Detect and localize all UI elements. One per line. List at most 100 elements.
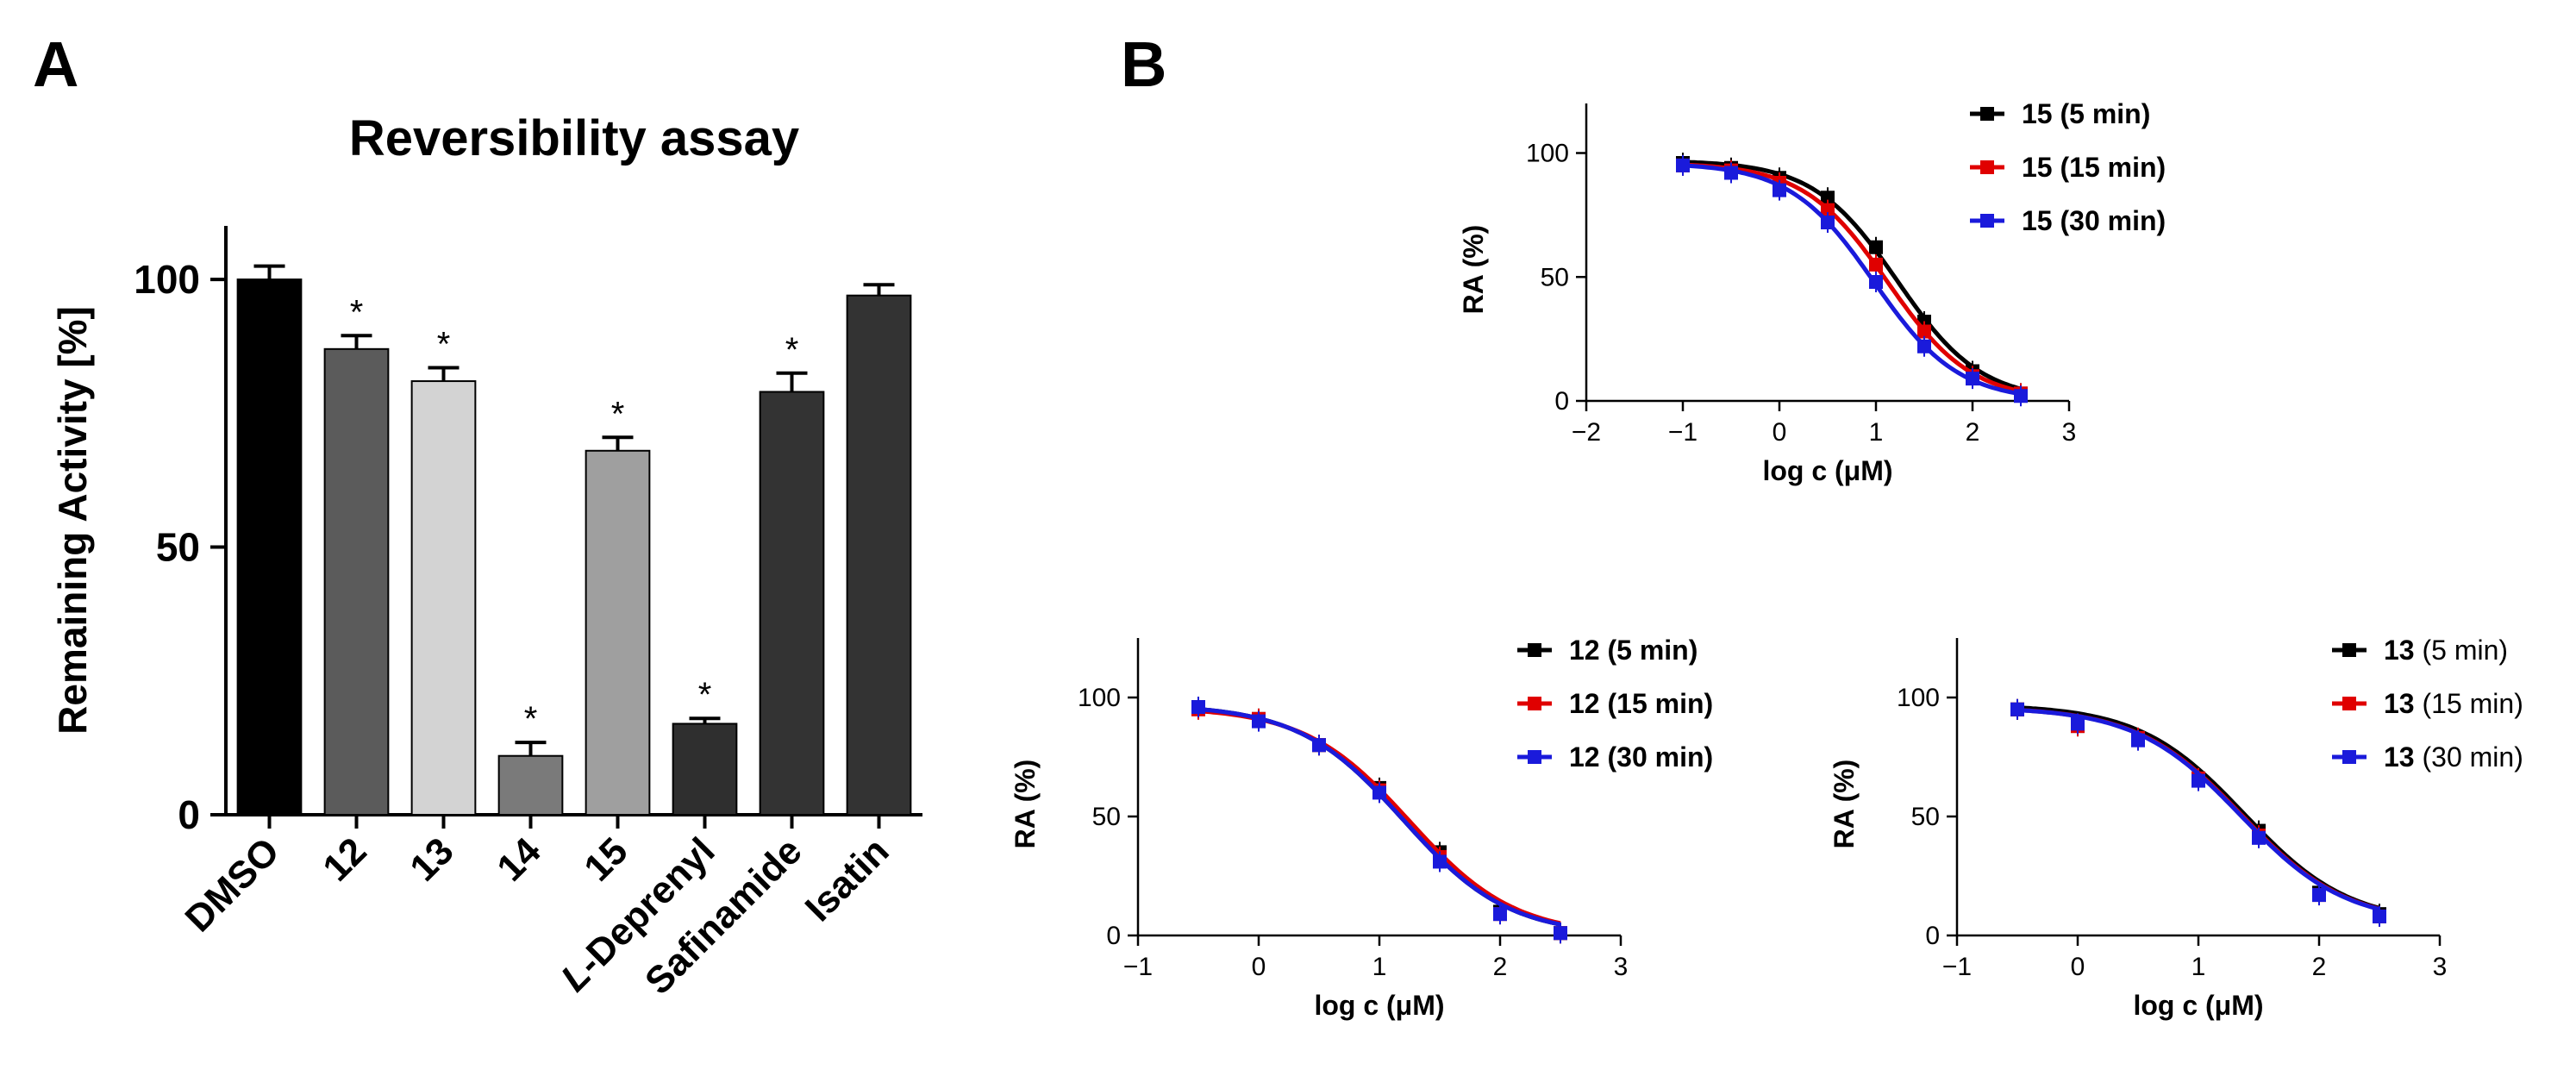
legend-compound: 12 (1569, 635, 1607, 666)
legend-entry: 12 (15 min) (1569, 688, 1713, 719)
data-point (2252, 830, 2266, 845)
data-point (1372, 785, 1386, 800)
y-tick-label: 0 (1106, 922, 1121, 950)
legend-time: (15 min) (1607, 688, 1713, 719)
x-tick-label: 3 (2433, 953, 2448, 981)
curve-13 (5 min) (2016, 705, 2380, 910)
bar-14 (497, 754, 564, 816)
legend-compound: 12 (1569, 741, 1607, 773)
data-point (1312, 738, 1326, 753)
y-tick-label: 0 (178, 792, 200, 837)
significance-star-12: * (350, 293, 364, 331)
legend-entry: 15 (15 min) (2022, 152, 2166, 183)
bar-15 (585, 449, 651, 816)
legend-marker (2342, 643, 2356, 657)
x-axis-label: log c (μM) (1762, 455, 1892, 486)
x-tick-label: −1 (1942, 953, 1972, 981)
curve-13 (30 min) (2016, 708, 2380, 912)
legend-entry: 15 (30 min) (2022, 205, 2166, 236)
data-point (2131, 733, 2145, 748)
data-point (1191, 700, 1205, 715)
y-axis-label: RA (%) (1458, 225, 1489, 315)
legend-entry: 13 (15 min) (2384, 688, 2523, 719)
bar-Safinamide (759, 391, 825, 816)
x-tick-label: 1 (2191, 953, 2206, 981)
significance-star-15: * (611, 395, 625, 433)
data-point (2014, 389, 2028, 404)
panel-label-b: B (1121, 28, 1166, 100)
x-tick-label: −2 (1572, 418, 1601, 447)
x-tick-label-DMSO: DMSO (178, 829, 288, 940)
legend-entry: 13 (30 min) (2384, 741, 2523, 773)
legend-compound: 15 (2022, 98, 2060, 129)
data-point (1821, 216, 1835, 229)
data-point (1917, 324, 1931, 339)
data-point (2071, 716, 2085, 731)
data-point (1821, 191, 1835, 205)
significance-star-Safinamide: * (785, 331, 799, 369)
x-tick-label-Isatin: Isatin (797, 829, 897, 929)
legend-entry: 12 (5 min) (1569, 635, 1698, 666)
data-point (1869, 240, 1883, 254)
curve-15 (15 min) (1682, 162, 2022, 394)
x-tick-label: 1 (1869, 418, 1884, 447)
x-tick-label: 2 (2312, 953, 2327, 981)
legend-compound: 12 (1569, 688, 1607, 719)
data-point (1433, 854, 1447, 869)
y-tick-label: 50 (1092, 803, 1121, 831)
data-point (1821, 203, 1835, 217)
y-tick-label: 100 (1897, 684, 1940, 712)
x-tick-label: 0 (1252, 953, 1266, 981)
x-tick-label: 2 (1493, 953, 1508, 981)
legend-marker (2342, 697, 2356, 710)
panel-a-bar-chart: Reversibility assay Remaining Activity [%… (50, 110, 922, 1003)
data-point (1554, 926, 1567, 941)
legend-time: (5 min) (1607, 635, 1698, 666)
panel-b-chart-15: 0 50 100 −2 −1 0 1 2 3 log c (μM) RA (%) 15 (5 min)… (1458, 98, 2166, 486)
legend-marker (1528, 750, 1541, 764)
x-tick-label: −1 (1123, 953, 1153, 981)
x-axis-label: log c (μM) (2133, 990, 2263, 1021)
legend-marker (1528, 697, 1541, 710)
y-tick-label: 100 (1078, 684, 1121, 712)
data-point (1676, 158, 1690, 172)
legend-time: (15 min) (2060, 152, 2166, 183)
legend-time: (30 min) (1607, 741, 1713, 773)
curve-13 (15 min) (2016, 708, 2380, 911)
x-axis-label: log c (μM) (1314, 990, 1444, 1021)
legend-time: (15 min) (2422, 688, 2523, 719)
y-tick-label: 0 (1925, 922, 1940, 950)
curve-15 (30 min) (1682, 163, 2022, 397)
significance-star-13: * (437, 326, 451, 364)
legend-entry: 15 (5 min) (2022, 98, 2150, 129)
y-tick-label: 100 (1526, 140, 1569, 168)
bar-12 (323, 347, 390, 816)
data-point (2191, 773, 2205, 788)
data-point (1773, 183, 1786, 197)
legend-compound: 13 (2384, 741, 2422, 773)
curve-12 (15 min) (1197, 709, 1561, 926)
legend-marker (1980, 160, 1994, 174)
data-point (1724, 166, 1738, 180)
data-point (1493, 907, 1507, 922)
legend-compound: 15 (2022, 152, 2060, 183)
x-tick-label-15: 15 (576, 829, 635, 889)
legend-marker (1528, 643, 1541, 657)
y-tick-label: 50 (1541, 263, 1569, 291)
y-tick-label: 50 (156, 525, 200, 570)
x-tick-label: 2 (1966, 418, 1980, 447)
curve-12 (5 min) (1197, 707, 1561, 927)
curve-15 (5 min) (1682, 160, 2022, 391)
legend-time: (5 min) (2060, 98, 2150, 129)
legend-time: (30 min) (2060, 205, 2166, 236)
data-point (2010, 702, 2024, 716)
legend-compound: 15 (2022, 205, 2060, 236)
x-tick-label: 0 (2071, 953, 2085, 981)
y-axis-label: Remaining Activity [%] (50, 306, 95, 735)
y-tick-label: 50 (1911, 803, 1940, 831)
significance-star-14: * (524, 700, 538, 738)
legend-compound: 13 (2384, 635, 2422, 666)
